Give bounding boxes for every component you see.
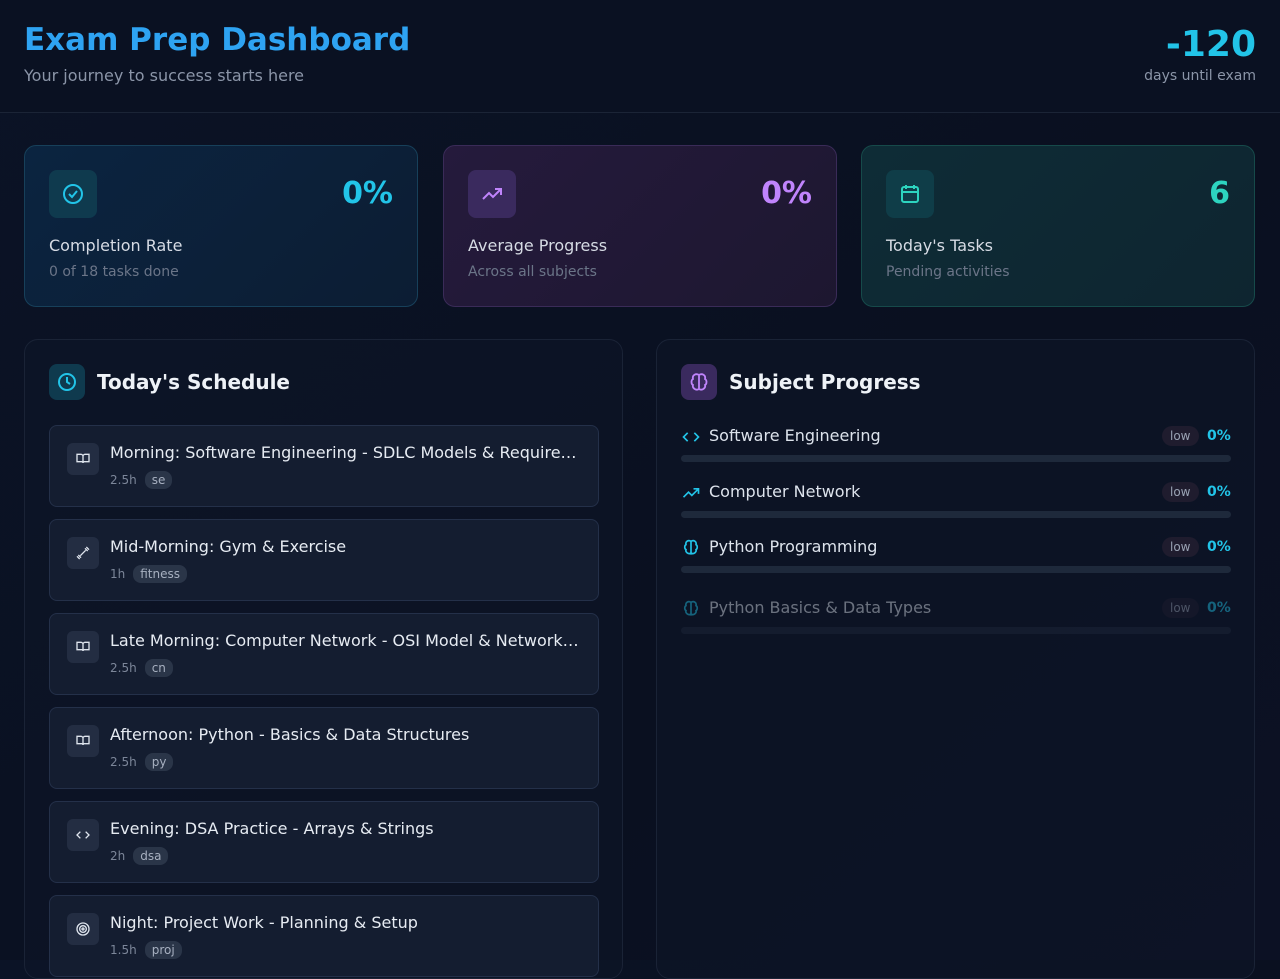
icon xyxy=(49,170,97,218)
schedule-item[interactable]: Mid-Morning: Gym & Exercise 1h fitness xyxy=(49,519,599,601)
icon xyxy=(681,364,717,400)
item-meta: 2.5h se xyxy=(110,471,173,489)
stat-value: 6 xyxy=(1209,176,1230,211)
subject-row: Python Programming low 0% xyxy=(681,537,1231,581)
stat-note: 0 of 18 tasks done xyxy=(49,264,179,280)
title: Exam Prep Dashboard xyxy=(24,22,411,58)
priority: low xyxy=(1162,482,1199,502)
subject-name: Computer Network xyxy=(709,482,861,501)
duration: 2.5h xyxy=(110,473,137,487)
icon xyxy=(468,170,516,218)
item-title: Morning: Software Engineering - SDLC Mod… xyxy=(110,443,577,462)
duration: 1h xyxy=(110,567,126,581)
header: Exam Prep Dashboard Your journey to succ… xyxy=(0,0,1280,113)
subject-panel: Subject Progress Software Engineering lo… xyxy=(656,339,1255,979)
duration: 2h xyxy=(110,849,126,863)
tag: dsa xyxy=(133,847,169,865)
countdown-label: days until exam xyxy=(1144,68,1256,84)
duration: 2.5h xyxy=(110,755,137,769)
schedule-item[interactable]: Late Morning: Computer Network - OSI Mod… xyxy=(49,613,599,695)
icon xyxy=(67,443,99,475)
progress-text: 0% xyxy=(1207,484,1231,500)
stat-note: Across all subjects xyxy=(468,264,597,280)
tag: proj xyxy=(144,941,182,959)
stat-card: 0% Completion Rate 0 of 18 tasks done xyxy=(24,145,418,307)
item-meta: 1h fitness xyxy=(110,565,188,583)
priority: low xyxy=(1162,426,1199,446)
subject-row: Computer Network low 0% xyxy=(681,482,1231,526)
subject-name: Python Basics & Data Types xyxy=(709,598,932,617)
priority: low xyxy=(1162,537,1199,557)
subtitle: Your journey to success starts here xyxy=(24,66,305,85)
schedule-item[interactable]: Afternoon: Python - Basics & Data Struct… xyxy=(49,707,599,789)
icon xyxy=(67,631,99,663)
schedule-item[interactable]: Night: Project Work - Planning & Setup 1… xyxy=(49,895,599,977)
progress-text: 0% xyxy=(1207,428,1231,444)
icon xyxy=(886,170,934,218)
subject-row: Python Basics & Data Types low 0% xyxy=(681,598,1231,642)
tag: py xyxy=(144,753,174,771)
progress-track xyxy=(681,627,1231,634)
progress-track xyxy=(681,455,1231,462)
icon xyxy=(49,364,85,400)
icon xyxy=(67,913,99,945)
icon xyxy=(683,600,699,616)
subject-name: Python Programming xyxy=(709,537,878,556)
progress-track xyxy=(681,566,1231,573)
stat-card: 0% Average Progress Across all subjects xyxy=(443,145,837,307)
icon xyxy=(682,432,700,442)
stat-value: 0% xyxy=(761,176,812,211)
item-meta: 1.5h proj xyxy=(110,941,182,959)
stat-label: Average Progress xyxy=(468,236,608,255)
icon xyxy=(67,819,99,851)
countdown: -120 xyxy=(1165,24,1256,65)
item-meta: 2.5h cn xyxy=(110,659,173,677)
tag: fitness xyxy=(133,565,188,583)
schedule-item[interactable]: Evening: DSA Practice - Arrays & Strings… xyxy=(49,801,599,883)
item-meta: 2.5h py xyxy=(110,753,174,771)
schedule-panel: Today's Schedule Morning: Software Engin… xyxy=(24,339,623,979)
priority: low xyxy=(1162,598,1199,618)
progress-text: 0% xyxy=(1207,600,1231,616)
stat-label: Completion Rate xyxy=(49,236,183,255)
subject-name: Software Engineering xyxy=(709,426,881,445)
schedule-item[interactable]: Morning: Software Engineering - SDLC Mod… xyxy=(49,425,599,507)
tag: cn xyxy=(144,659,173,677)
duration: 1.5h xyxy=(110,943,137,957)
icon xyxy=(67,725,99,757)
item-title: Mid-Morning: Gym & Exercise xyxy=(110,537,347,556)
stat-label: Today's Tasks xyxy=(886,236,993,255)
panel-title: Today's Schedule xyxy=(97,370,290,394)
subject-row: Software Engineering low 0% xyxy=(681,426,1231,470)
icon xyxy=(683,539,699,555)
progress-text: 0% xyxy=(1207,539,1231,555)
duration: 2.5h xyxy=(110,661,137,675)
stat-value: 0% xyxy=(342,176,393,211)
panel-title: Subject Progress xyxy=(729,370,921,394)
stat-note: Pending activities xyxy=(886,264,1010,280)
item-title: Late Morning: Computer Network - OSI Mod… xyxy=(110,631,579,650)
icon xyxy=(67,537,99,569)
progress-track xyxy=(681,511,1231,518)
item-title: Night: Project Work - Planning & Setup xyxy=(110,913,418,932)
item-meta: 2h dsa xyxy=(110,847,169,865)
tag: se xyxy=(144,471,173,489)
item-title: Evening: DSA Practice - Arrays & Strings xyxy=(110,819,434,838)
item-title: Afternoon: Python - Basics & Data Struct… xyxy=(110,725,470,744)
icon xyxy=(682,488,700,498)
stat-card: 6 Today's Tasks Pending activities xyxy=(861,145,1255,307)
